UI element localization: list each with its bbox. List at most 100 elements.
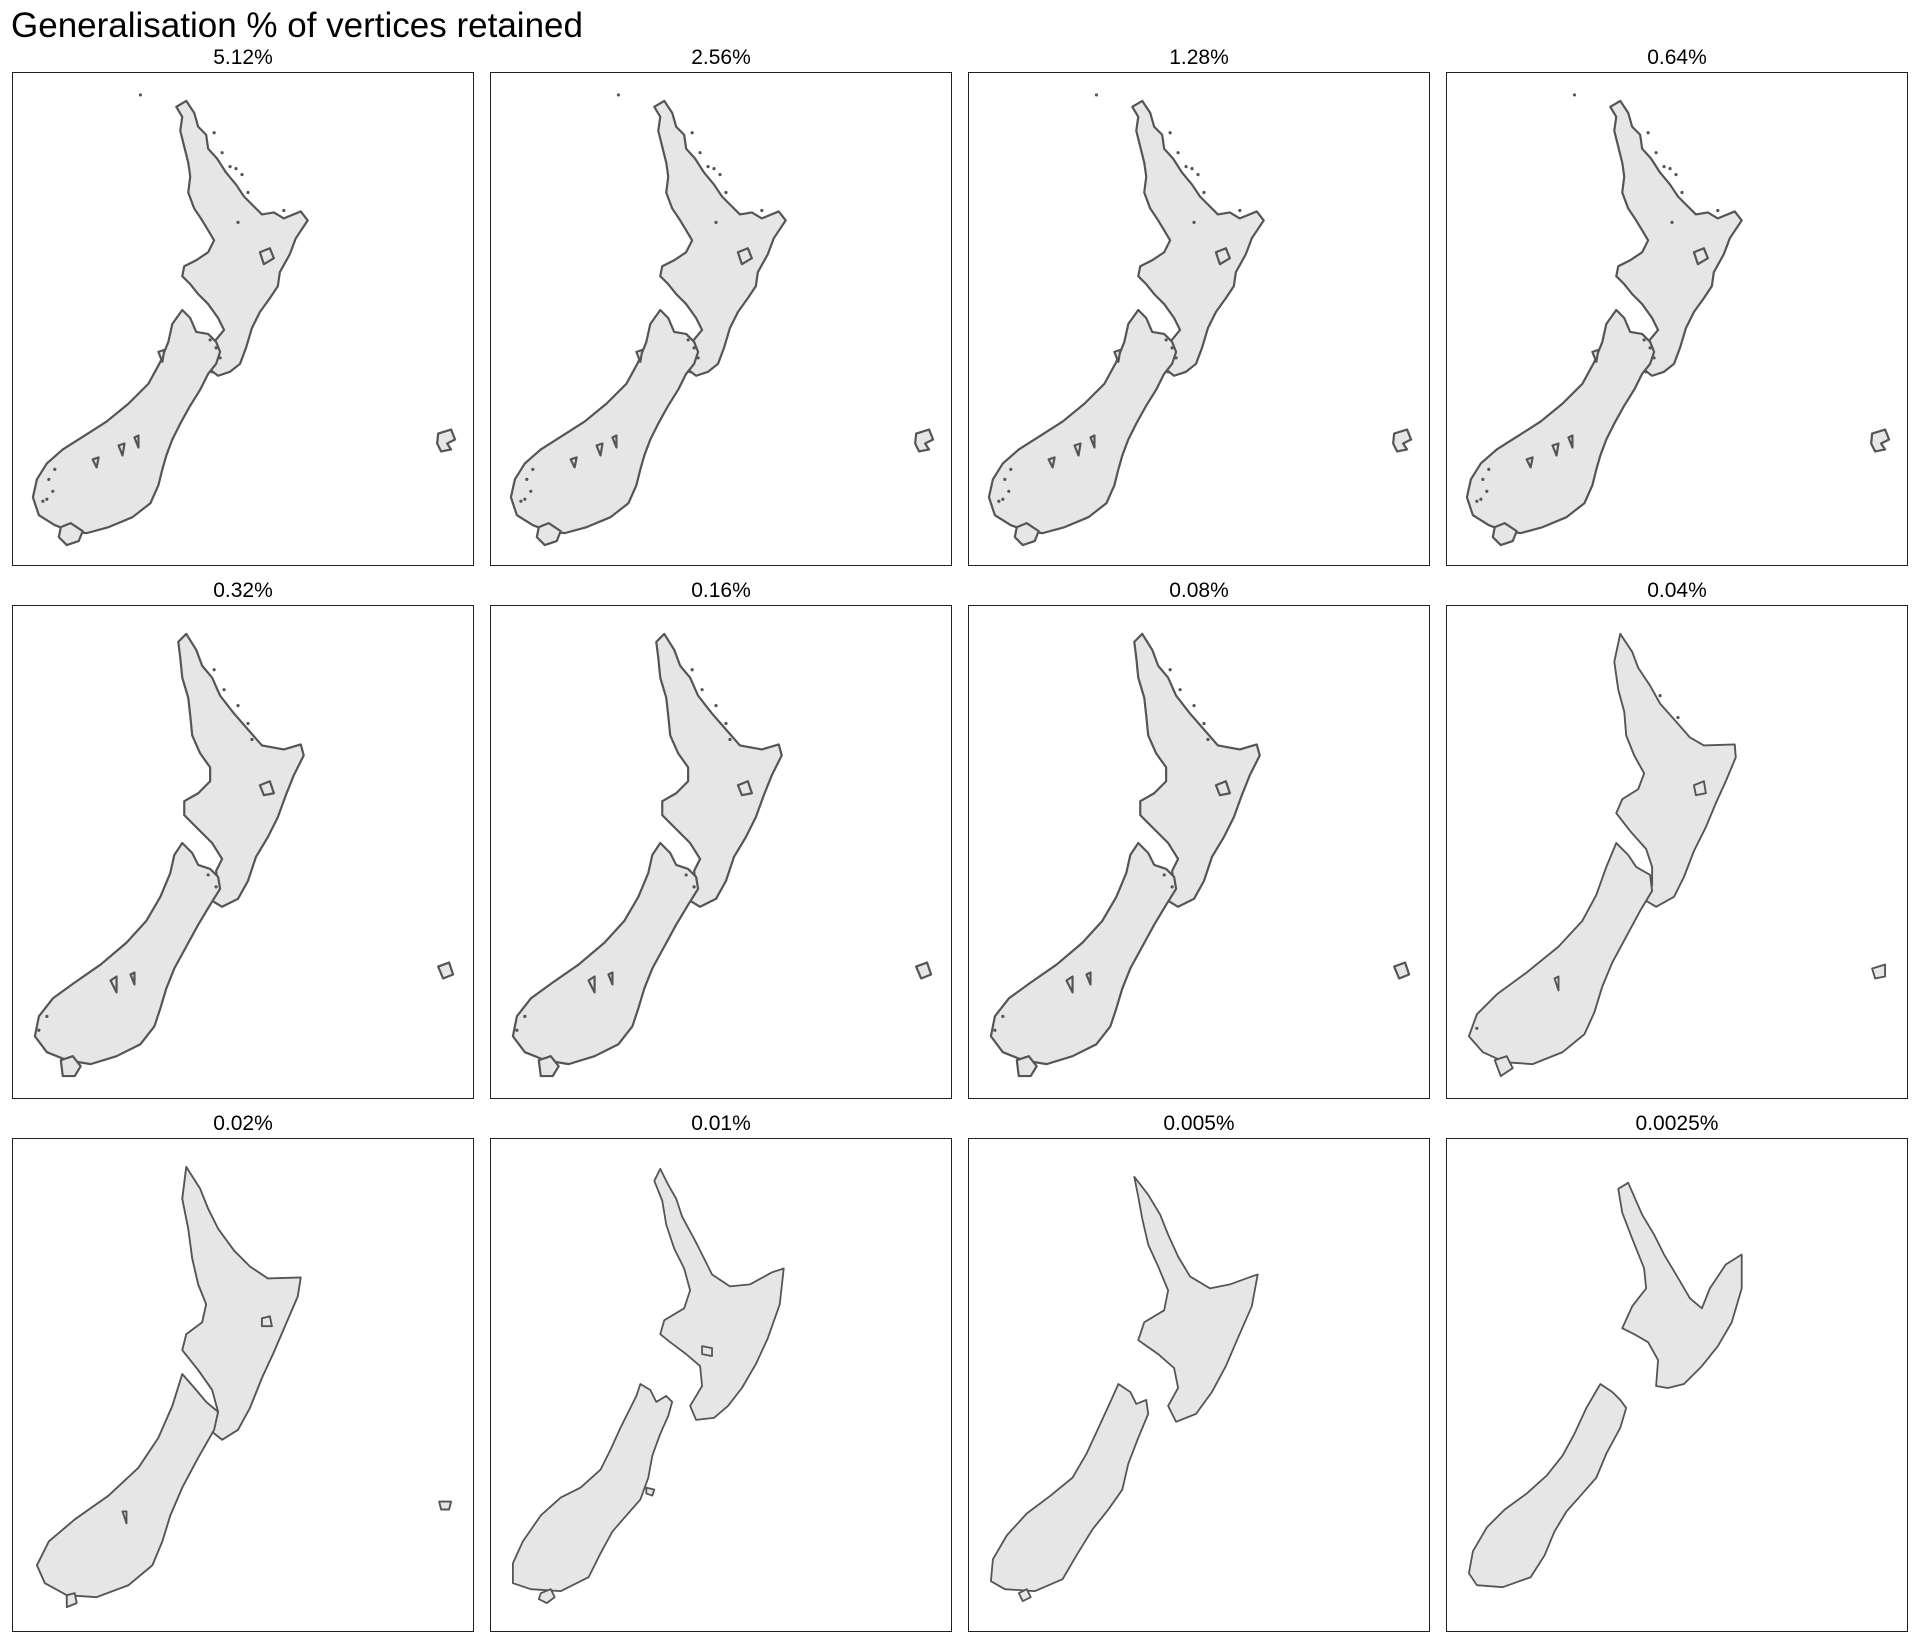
outlying-islands-shape — [57, 428, 457, 547]
small-island-dot — [1475, 1026, 1479, 1030]
map-frame — [12, 605, 474, 1099]
panel-title: 1.28% — [1169, 46, 1229, 69]
small-island-dot — [234, 167, 238, 171]
small-island-dot — [1475, 499, 1479, 503]
small-island-dot — [692, 885, 696, 889]
small-island-dot — [696, 356, 700, 360]
figure-title: Generalisation % of vertices retained — [11, 6, 583, 45]
small-island-dot — [236, 220, 240, 224]
small-island-dot — [997, 499, 1001, 503]
small-island-dot — [1168, 668, 1172, 672]
map-panel: 0.16% — [490, 579, 952, 1099]
small-island-dot — [51, 489, 55, 493]
small-island-dot — [686, 338, 690, 342]
outlying-islands-shape — [1017, 1588, 1032, 1603]
map-frame — [490, 1138, 952, 1632]
south-island-shape — [1468, 1383, 1628, 1589]
small-island-dot — [690, 668, 694, 672]
panel-title: 0.64% — [1647, 46, 1707, 69]
lakes-outline — [587, 780, 753, 994]
map-svg — [31, 93, 457, 547]
small-island-dot — [1676, 715, 1680, 720]
south-island-shape — [989, 841, 1178, 1066]
panel-title: 0.04% — [1647, 579, 1707, 602]
panel-title: 0.32% — [213, 579, 273, 602]
small-island-dot — [692, 346, 696, 350]
map-panel: 0.0025% — [1446, 1112, 1908, 1632]
small-island-dot — [1168, 131, 1172, 135]
small-island-dot — [1238, 208, 1242, 213]
small-island-dot — [1481, 477, 1485, 481]
map-frame — [490, 72, 952, 566]
small-island-dot — [531, 467, 535, 471]
small-island-dot — [1646, 131, 1650, 135]
small-island-dot — [1572, 93, 1577, 97]
small-island-dot — [41, 499, 45, 503]
north-island-shape — [175, 99, 309, 377]
north-island-shape — [177, 632, 305, 908]
small-island-dot — [523, 497, 527, 501]
small-island-dot — [246, 190, 250, 195]
map-frame — [1446, 605, 1908, 1099]
south-island-shape — [1465, 308, 1656, 535]
map-panel: 0.005% — [968, 1112, 1430, 1632]
south-island-shape — [509, 308, 700, 535]
map-panel: 0.64% — [1446, 46, 1908, 566]
small-island-dot — [138, 93, 143, 97]
lakes-outline — [121, 1315, 273, 1525]
small-island-dot — [1178, 688, 1182, 692]
small-island-dot — [208, 338, 212, 342]
small-island-dot — [210, 370, 214, 374]
map-panel: 0.04% — [1446, 579, 1908, 1099]
small-island-dot — [246, 721, 250, 726]
small-island-dot — [515, 1028, 519, 1032]
outlying-islands-shape — [59, 961, 455, 1078]
small-island-dot — [1162, 873, 1166, 877]
small-island-dot — [1479, 497, 1483, 501]
outlying-islands-shape — [1493, 963, 1887, 1078]
north-island-shape — [1617, 1181, 1743, 1389]
map-svg — [512, 1167, 785, 1605]
map-svg — [35, 1165, 453, 1609]
map-svg — [1467, 632, 1887, 1078]
small-island-dot — [690, 131, 694, 135]
small-island-dot — [1652, 356, 1656, 360]
panel-title: 0.08% — [1169, 579, 1229, 602]
map-frame — [968, 605, 1430, 1099]
small-island-dot — [218, 356, 222, 360]
south-island-shape — [35, 1373, 220, 1599]
outlying-islands-shape — [537, 1588, 556, 1605]
north-island-shape — [1613, 632, 1737, 908]
lakes-outline — [1525, 247, 1709, 469]
map-panel: 1.28% — [968, 46, 1430, 566]
map-frame — [968, 72, 1430, 566]
north-island-shape — [1133, 1175, 1259, 1423]
map-svg — [987, 93, 1413, 547]
map-panel: 5.12% — [12, 46, 474, 566]
map-frame — [12, 1138, 474, 1632]
small-island-dot — [206, 873, 210, 877]
small-island-dot — [1192, 220, 1196, 224]
small-island-dot — [1668, 167, 1672, 171]
small-island-dot — [1166, 370, 1170, 374]
map-svg — [989, 632, 1411, 1078]
small-island-dot — [1642, 338, 1646, 342]
small-island-dot — [712, 167, 716, 171]
small-island-dot — [1674, 172, 1678, 177]
small-island-dot — [47, 477, 51, 481]
small-island-dot — [529, 489, 533, 493]
small-island-dot — [53, 467, 57, 471]
map-panel: 2.56% — [490, 46, 952, 566]
south-island-shape — [33, 841, 222, 1066]
small-island-dot — [1007, 489, 1011, 493]
map-frame — [490, 605, 952, 1099]
map-panel: 0.08% — [968, 579, 1430, 1099]
small-island-dot — [1001, 497, 1005, 501]
map-svg — [33, 632, 455, 1078]
small-island-dot — [616, 93, 621, 97]
small-island-dot — [525, 477, 529, 481]
small-island-dot — [1170, 885, 1174, 889]
small-island-dot — [706, 165, 710, 169]
outlying-islands-shape — [537, 961, 933, 1078]
lakes-outline — [1065, 780, 1231, 994]
